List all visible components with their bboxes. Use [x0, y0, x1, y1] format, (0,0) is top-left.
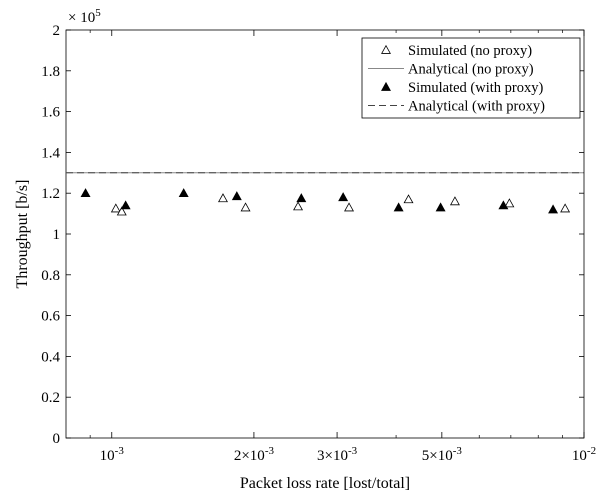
x-tick-label: 10-3 [100, 445, 125, 464]
point-no-proxy [218, 193, 228, 203]
x-tick-label: 5×10-3 [422, 445, 463, 464]
axes [65, 29, 585, 439]
point-with-proxy [498, 200, 509, 210]
y-tick-label: 0.4 [41, 349, 60, 365]
point-no-proxy [293, 201, 304, 211]
data-points [80, 188, 571, 216]
x-tick-label: 3×10-3 [317, 445, 358, 464]
point-with-proxy [120, 200, 131, 210]
point-no-proxy [110, 203, 121, 213]
point-with-proxy [178, 188, 189, 198]
point-no-proxy [504, 198, 515, 208]
y-tick-label: 1.2 [41, 186, 60, 202]
y-tick-label: 1.4 [41, 145, 60, 161]
legend-marker [381, 81, 391, 91]
point-with-proxy [393, 202, 404, 212]
y-tick-label: 1 [53, 227, 61, 243]
point-no-proxy [116, 206, 127, 216]
y-tick-label: 1.6 [41, 105, 60, 121]
point-with-proxy [231, 191, 242, 201]
legend-box [361, 37, 581, 119]
point-no-proxy [449, 196, 460, 206]
legend-label: Analytical (with proxy) [408, 99, 545, 115]
axis-labels: 0 0.2 0.4 0.6 0.8 1 1.2 1.4 1.6 1.8 2 × 105 10-3 2×10… [14, 7, 596, 492]
x-tick-label: 2×10-3 [234, 445, 275, 464]
point-no-proxy [560, 203, 571, 213]
legend-label: Analytical (no proxy) [408, 62, 534, 78]
y-tick-label: 1.8 [41, 64, 60, 80]
y-tick-label: 0.2 [41, 390, 60, 406]
y-tick-label: 0.6 [41, 309, 60, 325]
point-no-proxy [240, 202, 251, 212]
point-with-proxy [80, 188, 91, 198]
x-axis-label: Packet loss rate [lost/total] [240, 475, 410, 492]
y-axis-label: Throughput [b/s] [14, 180, 31, 289]
legend-label: Simulated (no proxy) [408, 43, 532, 59]
point-no-proxy [344, 202, 355, 212]
y-tick-label: 0.8 [41, 268, 60, 284]
y-multiplier-label: × 105 [68, 7, 101, 26]
y-tick-label: 0 [53, 431, 61, 447]
y-tick-label: 2 [53, 23, 61, 39]
point-with-proxy [296, 193, 307, 203]
point-with-proxy [338, 192, 349, 202]
x-tick-label: 10-2 [572, 445, 596, 464]
point-no-proxy [403, 194, 414, 204]
legend-label: Simulated (with proxy) [408, 80, 543, 96]
point-with-proxy [548, 204, 559, 214]
legend-marker [381, 44, 391, 54]
legend: Simulated (no proxy) Analytical (no proxy… [361, 37, 581, 119]
point-with-proxy [435, 202, 446, 212]
